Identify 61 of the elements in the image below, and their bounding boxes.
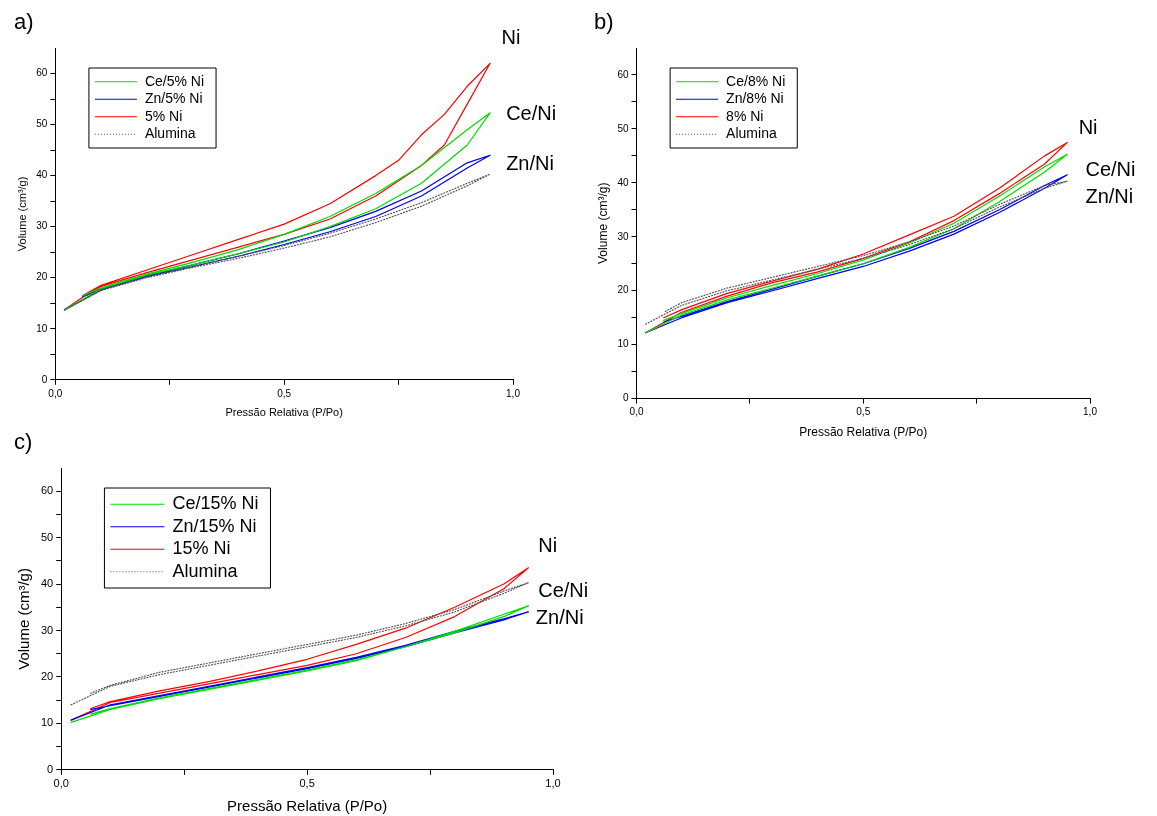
x-axis-title: Pressão Relativa (P/Po): [227, 797, 388, 815]
annotation: Zn/Ni: [506, 151, 554, 174]
y-axis-title: Volume (cm³/g): [15, 176, 28, 252]
y-tick-label: 30: [40, 623, 54, 636]
x-tick-label: 0,5: [299, 777, 315, 790]
text: Ni: [501, 25, 521, 48]
y-tick-label: 0: [41, 373, 48, 385]
legend-label: 15% Ni: [172, 538, 231, 559]
y-tick-label: 50: [617, 122, 629, 134]
y-tick-label: 20: [36, 271, 48, 283]
legend-label: Alumina: [172, 560, 239, 581]
legend-label: Ce/8% Ni: [726, 72, 786, 89]
x-tick-label: 0,0: [48, 387, 63, 399]
text: c): [14, 429, 33, 455]
legend-label: 5% Ni: [144, 107, 183, 124]
legend-label: Ce/5% Ni: [144, 72, 205, 89]
y-tick-label: 10: [40, 716, 54, 729]
legend-label: Alumina: [144, 125, 196, 142]
y-tick-label: 60: [40, 484, 54, 497]
y-axis-title: Volume (cm³/g): [15, 568, 33, 670]
y-tick-label: 50: [40, 530, 54, 543]
y-tick-label: 60: [617, 68, 629, 80]
x-axis-title: Pressão Relativa (P/Po): [799, 425, 928, 440]
x-tick-label: 1,0: [545, 777, 561, 790]
annotation: Ni: [538, 533, 558, 556]
legend-label: Alumina: [726, 125, 777, 142]
line-series: [70, 582, 530, 706]
annotation: Ce/Ni: [1085, 158, 1136, 181]
y-tick-label: 40: [617, 176, 629, 188]
legend-label: Zn/8% Ni: [726, 90, 784, 107]
annotation: Ce/Ni: [538, 579, 589, 602]
annotation: Zn/Ni: [535, 606, 584, 629]
x-tick-label: 0,5: [856, 406, 871, 418]
y-tick-label: 10: [617, 338, 629, 350]
x-tick-label: 0,5: [277, 387, 292, 399]
y-tick-label: 0: [622, 392, 629, 404]
annotation: Zn/Ni: [1085, 184, 1134, 207]
text: b): [594, 9, 614, 35]
y-tick-label: 30: [617, 230, 629, 242]
y-tick-label: 30: [36, 220, 48, 232]
legend-label: Zn/5% Ni: [144, 90, 203, 107]
text: a): [14, 9, 34, 35]
legend-label: 8% Ni: [726, 107, 764, 124]
y-tick-label: 50: [36, 118, 48, 130]
annotation: Ni: [1078, 116, 1098, 139]
legend-label: Ce/15% Ni: [172, 493, 259, 514]
x-tick-label: 0,0: [53, 777, 69, 790]
legend-label: Zn/15% Ni: [172, 515, 257, 536]
y-tick-label: 40: [36, 169, 48, 181]
y-tick-label: 0: [47, 762, 54, 775]
y-axis-title: Volume (cm³/g): [595, 182, 610, 264]
y-tick-label: 20: [40, 669, 54, 682]
y-tick-label: 20: [617, 284, 629, 296]
x-tick-label: 1,0: [506, 387, 521, 399]
y-tick-label: 40: [40, 577, 54, 590]
y-tick-label: 60: [36, 67, 48, 79]
y-tick-label: 10: [36, 322, 48, 334]
annotation: Ce/Ni: [506, 101, 557, 124]
x-axis-title: Pressão Relativa (P/Po): [225, 406, 343, 419]
x-tick-label: 0,0: [629, 406, 644, 418]
x-tick-label: 1,0: [1083, 406, 1098, 418]
